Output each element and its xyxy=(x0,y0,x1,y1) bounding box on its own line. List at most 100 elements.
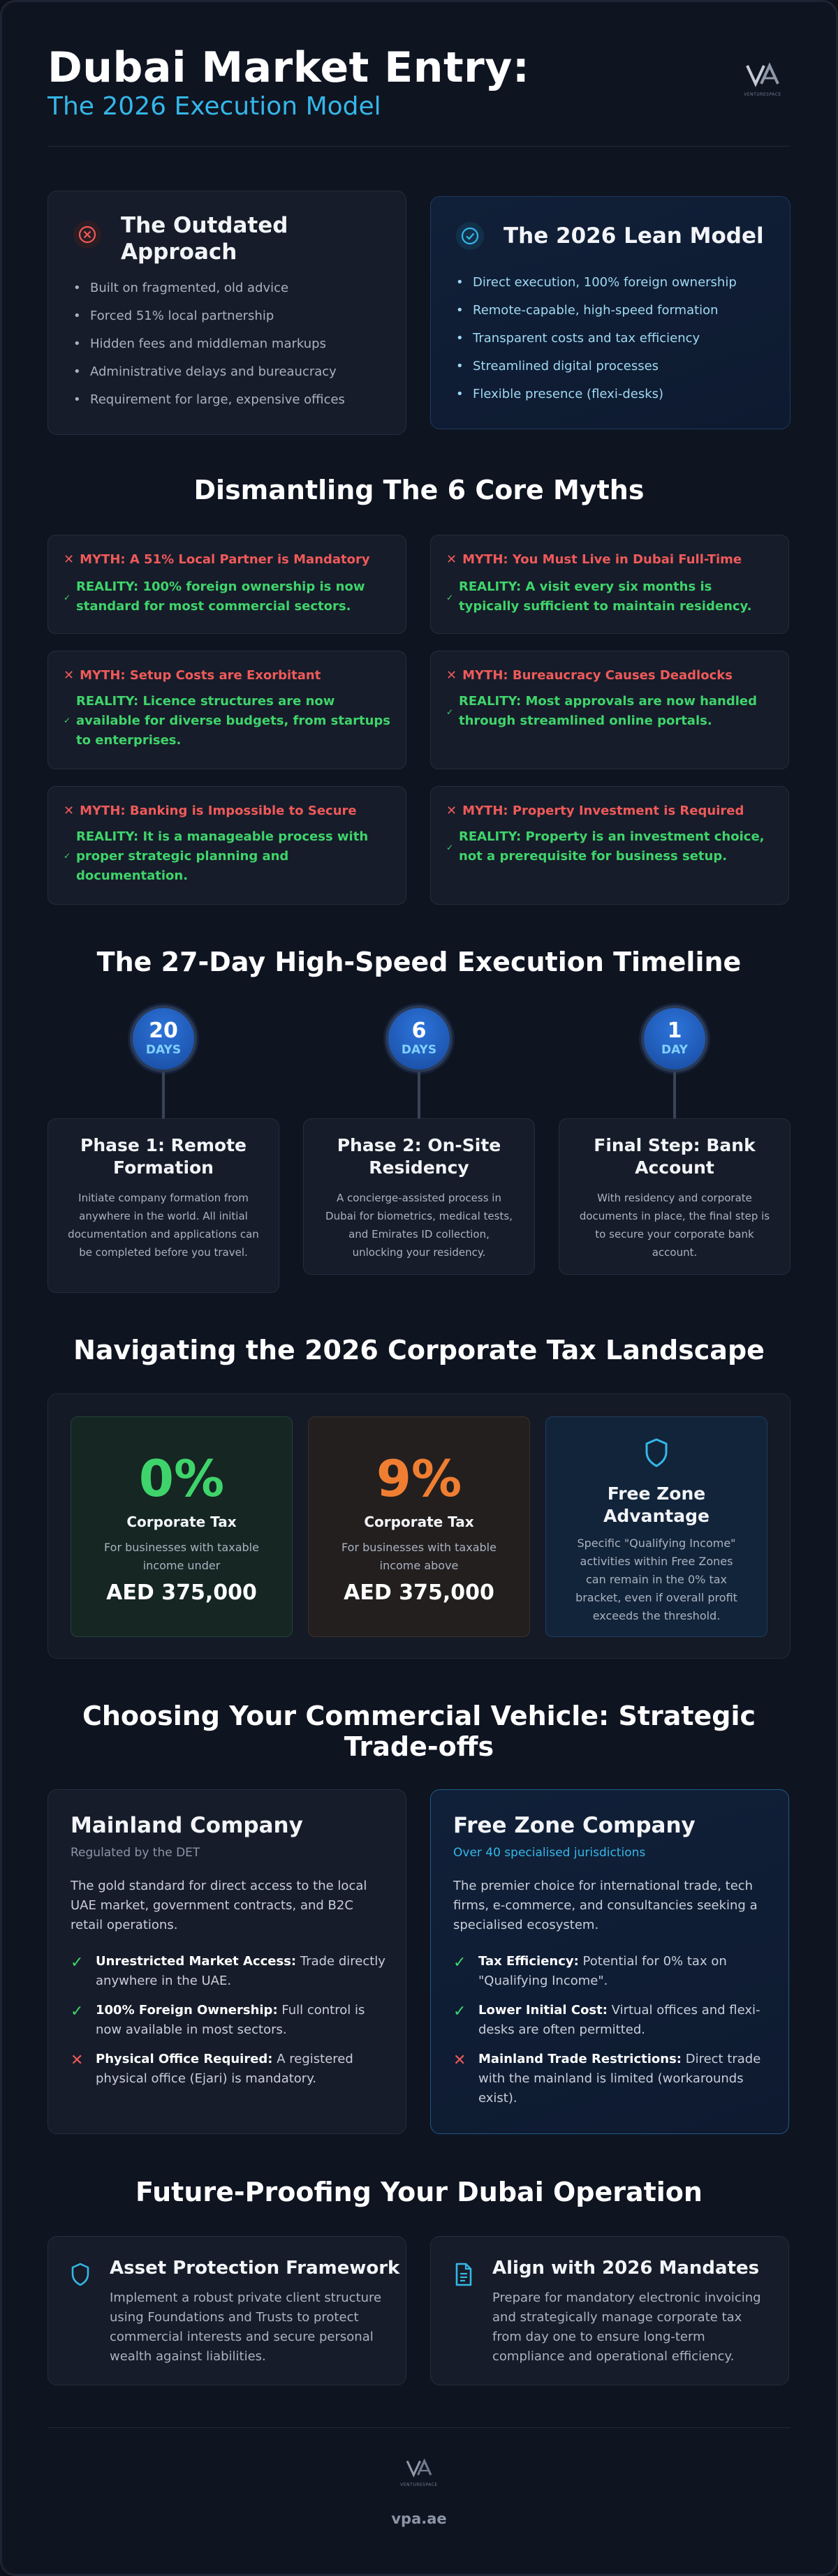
shield-icon xyxy=(69,2262,91,2290)
list-item: Forced 51% local partnership xyxy=(69,309,345,324)
logo-text: VENTURESPACE xyxy=(744,92,781,97)
myth-card: ✕ MYTH: A 51% Local Partner is Mandatory … xyxy=(47,535,406,634)
list-item: Requirement for large, expensive offices xyxy=(69,392,345,408)
feature-text: Direct trade with the mainland is limite… xyxy=(478,2052,761,2105)
list-item: Flexible presence (flexi-desks) xyxy=(452,387,737,402)
tax-label: Corporate Tax xyxy=(364,1513,474,1530)
x-icon: ✕ xyxy=(64,668,75,683)
lean-title: The 2026 Lean Model xyxy=(503,223,764,249)
days-unit: DAYS xyxy=(401,1043,437,1057)
phase-text: A concierge-assisted process in Dubai fo… xyxy=(325,1192,513,1259)
check-icon: ✓ xyxy=(64,593,71,602)
feature-item: ✓ Unrestricted Market Access: Trade direc… xyxy=(71,1952,392,1991)
myths-title: Dismantling The 6 Core Myths xyxy=(193,475,645,505)
page-subtitle: The 2026 Execution Model xyxy=(47,92,381,121)
free-zone-company-card: Free Zone Company Over 40 specialised ju… xyxy=(430,1789,789,2134)
myth-card: ✕ MYTH: Bureaucracy Causes Deadlocks ✓ RE… xyxy=(430,651,789,769)
logo-text: VENTURESPACE xyxy=(400,2482,438,2487)
check-icon: ✓ xyxy=(71,2003,84,2020)
tax-rate-zero: 0% xyxy=(138,1449,225,1508)
footer-url-link[interactable]: vpa.ae xyxy=(391,2510,447,2527)
timeline-node-2: 6 DAYS xyxy=(385,1005,453,1072)
phase-card-1: Phase 1: Remote Formation Initiate compa… xyxy=(47,1118,279,1293)
feature-item: ✓ Tax Efficiency: Potential for 0% tax on… xyxy=(453,1952,774,1991)
lean-model-card: The 2026 Lean Model Direct execution, 10… xyxy=(430,196,791,429)
reality-text: REALITY: 100% foreign ownership is now s… xyxy=(76,579,365,614)
mandates-card: Align with 2026 Mandates Prepare for man… xyxy=(430,2236,789,2385)
feature-text: Virtual offices and flexi-desks are ofte… xyxy=(478,2003,760,2037)
myth-text: ✕ MYTH: You Must Live in Dubai Full-Time xyxy=(446,552,742,567)
list-item: Direct execution, 100% foreign ownership xyxy=(452,275,737,290)
x-icon: ✕ xyxy=(71,2052,84,2069)
feature-bold: Physical Office Required: xyxy=(96,2052,273,2066)
reality-text: REALITY: A visit every six months is typ… xyxy=(459,579,752,614)
myth-label: MYTH: Bureaucracy Causes Deadlocks xyxy=(462,668,733,683)
x-circle-icon xyxy=(73,221,101,249)
feature-text: A registered physical office (Ejari) is … xyxy=(96,2052,353,2086)
myth-label: MYTH: A 51% Local Partner is Mandatory xyxy=(80,552,370,567)
comparison-section: The Outdated Approach Built on fragmente… xyxy=(47,191,791,435)
list-item: Hidden fees and middleman markups xyxy=(69,336,345,352)
check-icon: ✓ xyxy=(446,843,454,852)
feature-bold: Lower Initial Cost: xyxy=(478,2003,608,2018)
phase-text: With residency and corporate documents i… xyxy=(579,1192,770,1259)
asset-text: Implement a robust private client struct… xyxy=(110,2290,382,2364)
shield-icon xyxy=(546,1437,767,1472)
check-icon: ✓ xyxy=(446,593,454,602)
list-item: Remote-capable, high-speed formation xyxy=(452,303,737,318)
outdated-approach-card: The Outdated Approach Built on fragmente… xyxy=(47,191,406,435)
free-zone-company-subtitle: Over 40 specialised jurisdictions xyxy=(453,1846,646,1860)
list-item: Built on fragmented, old advice xyxy=(69,281,345,296)
myth-card: ✕ MYTH: Setup Costs are Exorbitant ✓ REAL… xyxy=(47,651,406,769)
free-zone-advantage-card: Free Zone Advantage Specific "Qualifying… xyxy=(545,1416,767,1637)
tax-note: For businesses with taxable income above xyxy=(341,1541,497,1572)
myth-label: MYTH: Setup Costs are Exorbitant xyxy=(80,668,321,683)
timeline-node-1: 20 DAYS xyxy=(130,1005,197,1072)
vehicles-title: Choosing Your Commercial Vehicle: Strate… xyxy=(82,1701,756,1762)
myth-label: MYTH: Property Investment is Required xyxy=(462,804,744,818)
days-number: 6 xyxy=(411,1019,427,1043)
feature-bold: 100% Foreign Ownership: xyxy=(96,2003,278,2018)
timeline-connector xyxy=(673,1072,676,1118)
check-icon: ✓ xyxy=(64,851,71,861)
days-number: 1 xyxy=(667,1019,682,1043)
timeline-node-3: 1 DAY xyxy=(641,1005,708,1072)
footer-divider xyxy=(47,2427,791,2428)
myth-label: MYTH: Banking is Impossible to Secure xyxy=(80,804,357,818)
feature-item: ✓ 100% Foreign Ownership: Full control is… xyxy=(71,2001,392,2040)
list-item: Transparent costs and tax efficiency xyxy=(452,331,737,346)
x-icon: ✕ xyxy=(446,804,457,818)
myth-text: ✕ MYTH: A 51% Local Partner is Mandatory xyxy=(64,552,370,567)
free-zone-title: Free Zone Advantage xyxy=(603,1483,710,1526)
feature-bold: Mainland Trade Restrictions: xyxy=(478,2052,682,2066)
x-icon: ✕ xyxy=(446,552,457,567)
asset-title: Asset Protection Framework xyxy=(110,2258,400,2279)
lean-list: Direct execution, 100% foreign ownership… xyxy=(452,275,737,415)
mainland-description: The gold standard for direct access to t… xyxy=(71,1879,367,1932)
x-icon: ✕ xyxy=(64,552,75,567)
future-title: Future-Proofing Your Dubai Operation xyxy=(135,2177,703,2207)
logo-mark-icon xyxy=(746,62,779,87)
outdated-title: The Outdated Approach xyxy=(121,213,288,265)
feature-item: ✕ Mainland Trade Restrictions: Direct tra… xyxy=(453,2050,774,2108)
phase-card-3: Final Step: Bank Account With residency … xyxy=(559,1118,791,1275)
myth-label: MYTH: You Must Live in Dubai Full-Time xyxy=(462,552,742,567)
feature-text: Trade directly anywhere in the UAE. xyxy=(96,1954,385,1988)
x-icon: ✕ xyxy=(446,668,457,683)
timeline-connector xyxy=(162,1072,165,1118)
phase-title: Phase 1: Remote Formation xyxy=(80,1135,247,1178)
check-icon: ✓ xyxy=(453,1954,466,1971)
header: Dubai Market Entry: The 2026 Execution M… xyxy=(47,0,791,147)
check-circle-icon xyxy=(456,222,484,250)
asset-protection-card: Asset Protection Framework Implement a r… xyxy=(47,2236,406,2385)
feature-item: ✕ Physical Office Required: A registered … xyxy=(71,2050,392,2089)
mainland-subtitle: Regulated by the DET xyxy=(71,1846,200,1860)
brand-logo: VENTURESPACE xyxy=(742,61,784,97)
page-title: Dubai Market Entry: xyxy=(47,43,530,92)
check-icon: ✓ xyxy=(446,707,454,717)
phase-title: Phase 2: On-Site Residency xyxy=(337,1135,501,1178)
reality-text: REALITY: It is a manageable process with… xyxy=(76,829,369,883)
list-item: Administrative delays and bureaucracy xyxy=(69,364,345,380)
mandates-text: Prepare for mandatory electronic invoici… xyxy=(492,2290,761,2364)
tax-note: For businesses with taxable income under xyxy=(104,1541,259,1572)
